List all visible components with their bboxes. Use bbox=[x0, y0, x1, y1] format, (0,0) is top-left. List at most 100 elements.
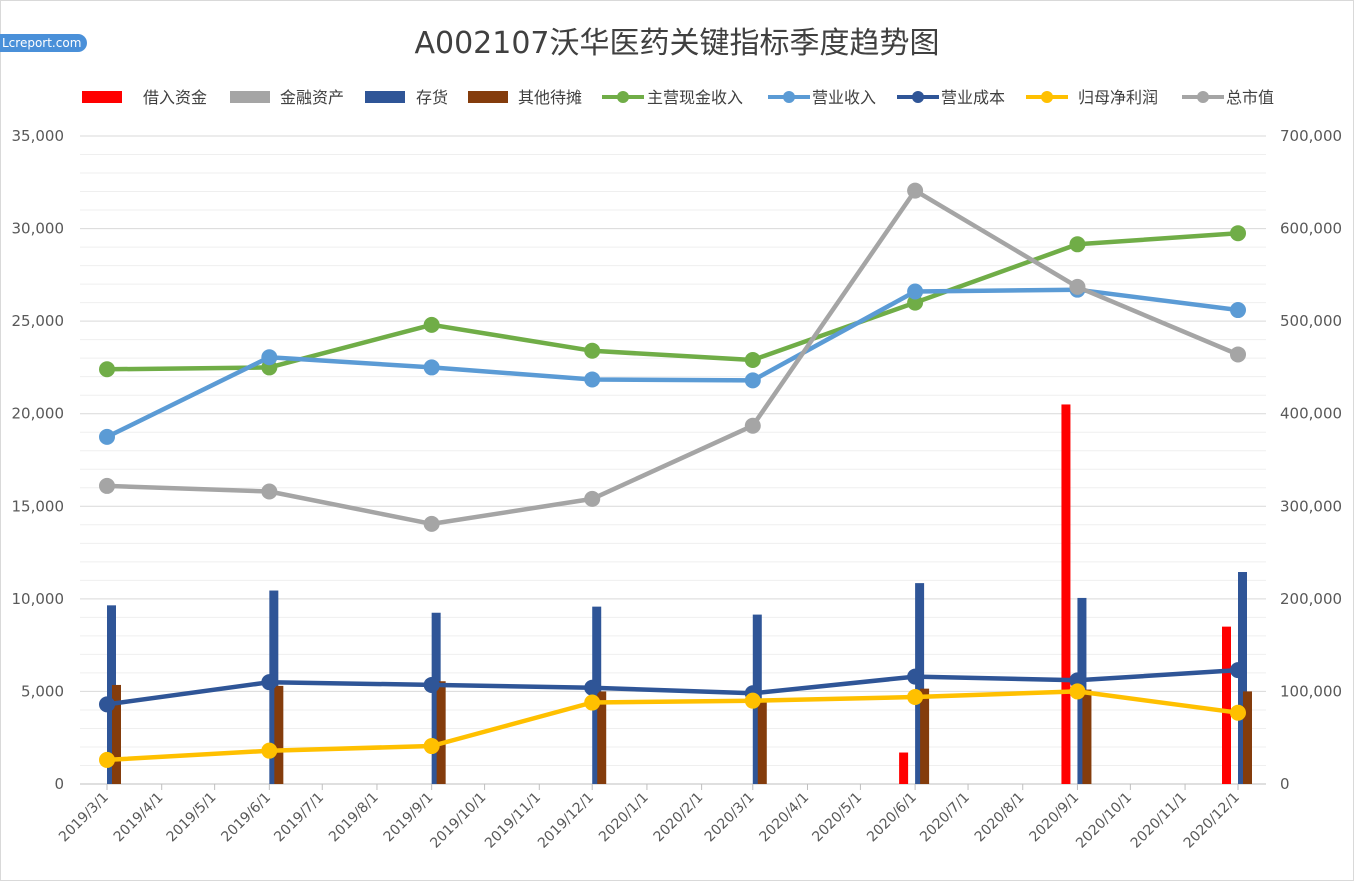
x-tick-label: 2019/9/1 bbox=[381, 790, 437, 846]
y-right-tick-label: 500,000 bbox=[1280, 312, 1342, 330]
x-tick-label: 2020/11/1 bbox=[1128, 790, 1190, 852]
x-tick-label: 2020/3/1 bbox=[702, 790, 758, 846]
point-operating-revenue bbox=[584, 371, 601, 388]
y-left-tick-label: 5,000 bbox=[21, 682, 64, 700]
x-tick-label: 2019/10/1 bbox=[427, 790, 489, 852]
point-main-cash-income bbox=[907, 294, 924, 311]
bar-other-prepaid bbox=[920, 688, 930, 784]
bar-inventory bbox=[592, 606, 602, 784]
series-line-operating-cost bbox=[104, 667, 1241, 707]
x-tick-label: 2019/7/1 bbox=[271, 790, 327, 846]
legend-label: 主营现金收入 bbox=[647, 88, 743, 107]
point-market-cap bbox=[423, 515, 440, 532]
y-left-tick-label: 0 bbox=[54, 775, 64, 793]
x-tick-label: 2019/6/1 bbox=[218, 790, 274, 846]
legend-label: 营业收入 bbox=[812, 88, 876, 107]
legend-label: 借入资金 bbox=[143, 88, 207, 107]
bar-inventory bbox=[431, 612, 441, 784]
point-market-cap bbox=[907, 182, 924, 199]
bar-borrowed-funds bbox=[1222, 626, 1231, 784]
point-operating-cost bbox=[907, 668, 924, 685]
y-left-tick-label: 20,000 bbox=[12, 405, 65, 423]
series-line-market-cap bbox=[104, 188, 1241, 527]
x-tick-label: 2019/8/1 bbox=[326, 790, 382, 846]
point-main-cash-income bbox=[99, 361, 115, 378]
legend-swatch-marker bbox=[1197, 91, 1209, 103]
y-right-tick-label: 300,000 bbox=[1280, 497, 1342, 515]
bar-other-prepaid bbox=[757, 698, 767, 784]
point-operating-revenue bbox=[423, 359, 440, 376]
x-tick-label: 2020/7/1 bbox=[917, 790, 973, 846]
bar-other-prepaid bbox=[112, 684, 121, 784]
point-net-profit bbox=[99, 751, 115, 768]
x-tick-label: 2019/3/1 bbox=[56, 790, 112, 846]
legend-swatch-marker bbox=[1041, 91, 1053, 103]
x-tick-label: 2019/11/1 bbox=[482, 790, 544, 852]
x-tick-label: 2019/5/1 bbox=[164, 790, 220, 846]
bar-inventory bbox=[915, 583, 925, 784]
y-left-tick-label: 30,000 bbox=[12, 220, 65, 238]
bar-borrowed-funds bbox=[1061, 404, 1071, 784]
point-operating-cost bbox=[1069, 672, 1086, 689]
point-market-cap bbox=[1230, 346, 1246, 363]
x-tick-label: 2020/12/1 bbox=[1181, 790, 1243, 852]
x-tick-label: 2020/5/1 bbox=[809, 790, 865, 846]
chart-title: A002107沃华医药关键指标季度趋势图 bbox=[414, 26, 940, 61]
legend-label: 其他待摊 bbox=[518, 88, 582, 107]
legend-swatch-marker bbox=[912, 91, 924, 103]
bar-borrowed-funds bbox=[899, 752, 909, 784]
point-operating-cost bbox=[261, 674, 278, 691]
legend-swatch bbox=[230, 91, 270, 103]
point-operating-revenue bbox=[744, 372, 761, 389]
point-main-cash-income bbox=[1230, 225, 1246, 242]
series-line-net-profit bbox=[104, 689, 1241, 763]
legend-swatch-marker bbox=[783, 91, 795, 103]
point-net-profit bbox=[423, 738, 440, 755]
y-right-tick-label: 700,000 bbox=[1280, 127, 1342, 145]
y-left-tick-label: 25,000 bbox=[12, 312, 65, 330]
x-tick-label: 2019/12/1 bbox=[535, 790, 597, 852]
point-main-cash-income bbox=[423, 316, 440, 333]
point-market-cap bbox=[261, 483, 278, 500]
point-main-cash-income bbox=[584, 342, 601, 359]
point-net-profit bbox=[584, 694, 601, 711]
point-net-profit bbox=[744, 692, 761, 709]
x-tick-label: 2020/6/1 bbox=[864, 790, 920, 846]
x-tick-label: 2020/1/1 bbox=[596, 790, 652, 846]
legend-label: 总市值 bbox=[1226, 88, 1274, 107]
legend-swatch bbox=[468, 91, 508, 103]
y-right-tick-label: 400,000 bbox=[1280, 405, 1342, 423]
x-tick-label: 2019/4/1 bbox=[111, 790, 167, 846]
bar-other-prepaid bbox=[597, 691, 607, 784]
x-tick-label: 2020/2/1 bbox=[651, 790, 707, 846]
legend-swatch bbox=[365, 91, 405, 103]
legend-label: 归母净利润 bbox=[1078, 88, 1158, 107]
series-line-main-cash-income bbox=[104, 230, 1241, 372]
point-operating-cost bbox=[423, 676, 440, 693]
point-operating-revenue bbox=[261, 349, 278, 366]
legend-label: 金融资产 bbox=[280, 88, 344, 107]
point-operating-revenue bbox=[907, 283, 924, 300]
y-left-tick-label: 10,000 bbox=[12, 590, 65, 608]
bar-inventory bbox=[107, 605, 116, 784]
bar-other-prepaid bbox=[1082, 689, 1092, 784]
x-tick-label: 2020/10/1 bbox=[1073, 790, 1135, 852]
legend-swatch bbox=[82, 91, 122, 103]
legend-label: 存货 bbox=[416, 88, 448, 107]
point-main-cash-income bbox=[1069, 236, 1086, 253]
point-operating-cost bbox=[584, 679, 601, 696]
point-net-profit bbox=[1069, 683, 1086, 700]
y-right-tick-label: 0 bbox=[1280, 775, 1290, 793]
point-main-cash-income bbox=[744, 352, 761, 369]
point-net-profit bbox=[1230, 704, 1246, 721]
point-net-profit bbox=[907, 688, 924, 705]
point-market-cap bbox=[99, 477, 115, 494]
legend-label: 营业成本 bbox=[941, 88, 1005, 107]
point-operating-revenue bbox=[1230, 302, 1246, 319]
point-market-cap bbox=[1069, 278, 1086, 295]
x-tick-label: 2020/8/1 bbox=[972, 790, 1028, 846]
bar-other-prepaid bbox=[436, 681, 446, 784]
legend-swatch-marker bbox=[617, 91, 629, 103]
